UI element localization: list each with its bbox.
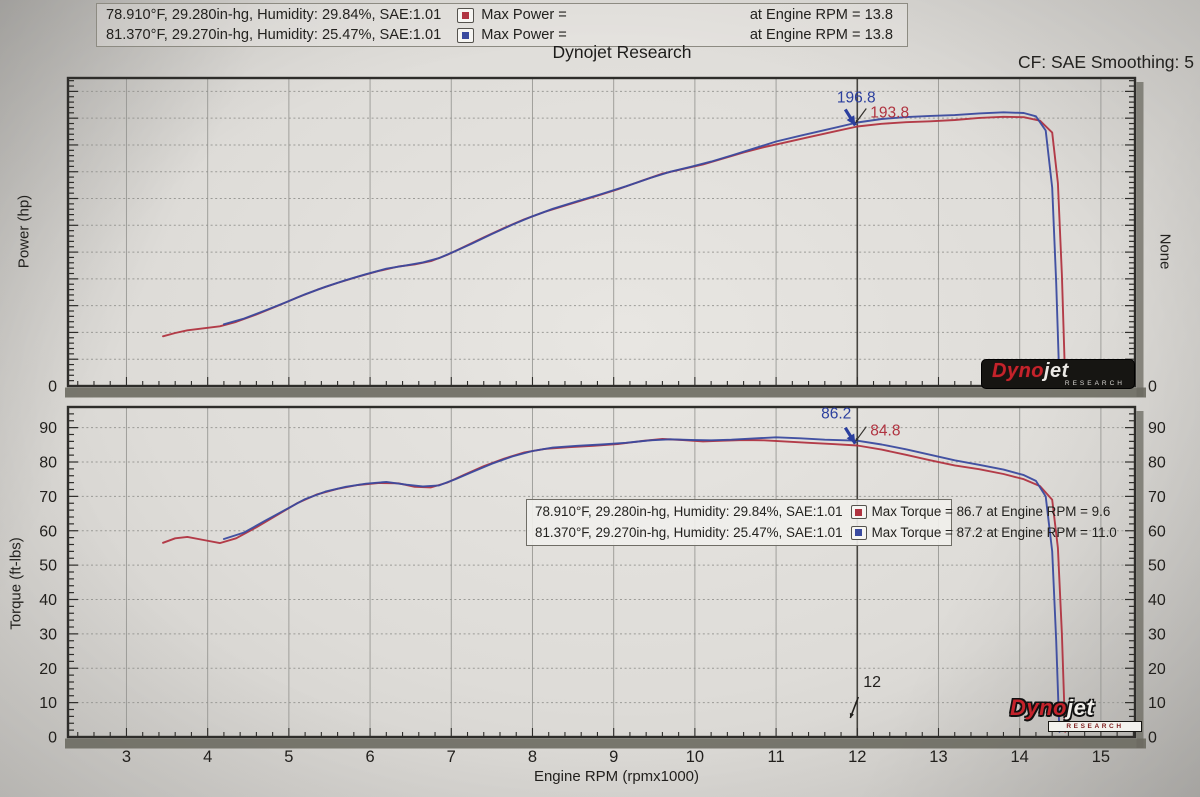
- logo-word-dyno: Dyno: [1010, 695, 1067, 720]
- dynojet-wordmark: Dynojet: [1010, 695, 1094, 721]
- torque-ytick-label-left: 30: [39, 626, 57, 643]
- legend-run2-marker-icon: [850, 525, 867, 540]
- power-cursor-value-193.8: 193.8: [870, 104, 909, 121]
- rpm-tick-label: 11: [768, 748, 785, 766]
- power-annotation-arrowhead: [846, 115, 856, 126]
- page-title: Dynojet Research: [552, 42, 692, 62]
- torque-ytick-label-right: 30: [1148, 626, 1166, 643]
- rpm-axis-title: Engine RPM (rpmx1000): [534, 768, 699, 785]
- torque-ytick-label-right: 60: [1148, 523, 1166, 540]
- torque-ytick-label-right: 20: [1148, 661, 1166, 678]
- legend-run1-marker-swatch: [855, 508, 863, 516]
- power-cursor-value-196.8: 196.8: [837, 89, 876, 106]
- power-ytick-label-right: 0: [1148, 379, 1157, 396]
- torque-ytick-label-right: 80: [1148, 455, 1166, 472]
- torque-annotation-arrowhead: [855, 437, 859, 442]
- correction-smoothing-label: CF: SAE Smoothing: 5: [1017, 52, 1194, 72]
- torque-ytick-label-left: 90: [39, 420, 57, 437]
- rpm-tick-label: 6: [365, 748, 374, 766]
- rpm-tick-label: 9: [609, 748, 618, 766]
- legend-run1-max-torque: Max Torque = 86.7 at Engine RPM = 9.6: [871, 504, 1111, 520]
- torque-ytick-label-right: 70: [1148, 489, 1166, 506]
- torque-legend-box: 78.910°F, 29.280in-hg, Humidity: 29.84%,…: [526, 499, 1117, 546]
- torque-axis-title: Torque (ft-lbs): [7, 537, 25, 630]
- rpm-tick-label: 5: [284, 748, 293, 766]
- run1-header-row: 78.910°F, 29.280in-hg, Humidity: 29.84%,…: [106, 6, 893, 25]
- torque-legend-row-2: 81.370°F, 29.270in-hg, Humidity: 25.47%,…: [535, 524, 1117, 542]
- rpm-tick-label: 15: [1092, 748, 1110, 766]
- run1-max-power-rpm: at Engine RPM = 13.8: [749, 6, 893, 23]
- run2-max-power-label: Max Power =: [481, 26, 567, 43]
- torque-ytick-label-left: 60: [39, 523, 57, 540]
- dynojet-wordmark: Dynojet: [992, 360, 1069, 383]
- rpm-tick-label: 14: [1011, 748, 1029, 766]
- rpm-tick-label: 4: [203, 748, 212, 766]
- torque-ytick-label-right: 10: [1148, 695, 1166, 712]
- logo-word-jet: jet: [1067, 695, 1095, 720]
- torque-annotation-arrowhead: [849, 712, 854, 718]
- rpm-tick-label: 10: [686, 748, 704, 766]
- torque-cursor-value-86.2: 86.2: [821, 406, 851, 423]
- run1-series-marker-icon: [457, 7, 475, 23]
- rpm-tick-label: 7: [447, 748, 456, 766]
- right-axis-none-label: None: [1156, 233, 1174, 270]
- torque-curve-blue: [222, 436, 1061, 733]
- torque-frame: [66, 405, 1137, 739]
- power-annotation-arrowhead: [855, 119, 859, 124]
- run2-conditions: 81.370°F, 29.270in-hg, Humidity: 25.47%,…: [106, 26, 442, 43]
- rpm-tick-label: 8: [528, 748, 537, 766]
- rpm-tick-label: 12: [848, 748, 866, 766]
- run1-conditions: 78.910°F, 29.280in-hg, Humidity: 29.84%,…: [106, 6, 442, 23]
- power-curve-blue: [222, 111, 1061, 382]
- torque-ytick-label-left: 80: [39, 455, 57, 472]
- legend-run2-conditions: 81.370°F, 29.270in-hg, Humidity: 25.47%,…: [535, 524, 843, 540]
- torque-ytick-label-left: 0: [48, 730, 57, 747]
- torque-legend-row-1: 78.910°F, 29.280in-hg, Humidity: 29.84%,…: [535, 503, 1110, 521]
- power-bottom-shadow-bar: [65, 387, 1146, 398]
- torque-ytick-label-right: 90: [1148, 420, 1166, 437]
- logo-research-subtext: RESEARCH: [1048, 721, 1142, 732]
- torque-ytick-label-left: 10: [39, 695, 57, 712]
- logo-research-subtext: RESEARCH: [1064, 380, 1125, 387]
- torque-annotation-arrowhead: [846, 433, 856, 444]
- torque-ytick-label-left: 50: [39, 558, 57, 575]
- power-right-shadow-bar: [1136, 82, 1144, 397]
- run1-max-power-label: Max Power =: [481, 6, 567, 23]
- torque-ytick-label-left: 70: [39, 489, 57, 506]
- power-ytick-label-left: 0: [48, 379, 57, 396]
- torque-ytick-label-left: 40: [39, 592, 57, 609]
- torque-right-shadow-bar: [1136, 411, 1144, 748]
- legend-run1-conditions: 78.910°F, 29.280in-hg, Humidity: 29.84%,…: [535, 504, 843, 520]
- torque-ytick-label-right: 40: [1148, 592, 1166, 609]
- legend-run1-marker-icon: [850, 505, 867, 520]
- rpm-tick-label: 3: [122, 748, 131, 766]
- legend-run2-max-torque: Max Torque = 87.2 at Engine RPM = 11.0: [871, 524, 1117, 540]
- power-frame: [66, 76, 1137, 388]
- run2-header-row: 81.370°F, 29.270in-hg, Humidity: 25.47%,…: [106, 26, 893, 45]
- run2-marker-swatch: [462, 31, 470, 39]
- run2-max-power-rpm: at Engine RPM = 13.8: [749, 26, 893, 43]
- torque-bottom-shadow-bar: [65, 738, 1146, 749]
- torque-cursor-value-84.8: 84.8: [870, 423, 900, 440]
- run1-marker-swatch: [462, 11, 470, 19]
- torque-ytick-label-right: 0: [1148, 730, 1157, 747]
- logo-word-jet: jet: [1044, 360, 1069, 382]
- run-info-header-box: 78.910°F, 29.280in-hg, Humidity: 29.84%,…: [96, 3, 908, 47]
- power-axis-title: Power (hp): [15, 194, 33, 269]
- torque-ytick-label-right: 50: [1148, 558, 1166, 575]
- torque-cursor-rpm-label: 12: [863, 674, 881, 691]
- dynojet-logo-torque-chart: Dynojet RESEARCH: [1010, 695, 1144, 741]
- torque-ytick-label-left: 20: [39, 661, 57, 678]
- legend-run2-marker-swatch: [855, 529, 863, 537]
- rpm-tick-label: 13: [929, 748, 947, 766]
- dynojet-logo-power-chart: Dynojet RESEARCH: [981, 359, 1135, 389]
- run2-series-marker-icon: [457, 27, 475, 43]
- logo-word-dyno: Dyno: [992, 360, 1044, 382]
